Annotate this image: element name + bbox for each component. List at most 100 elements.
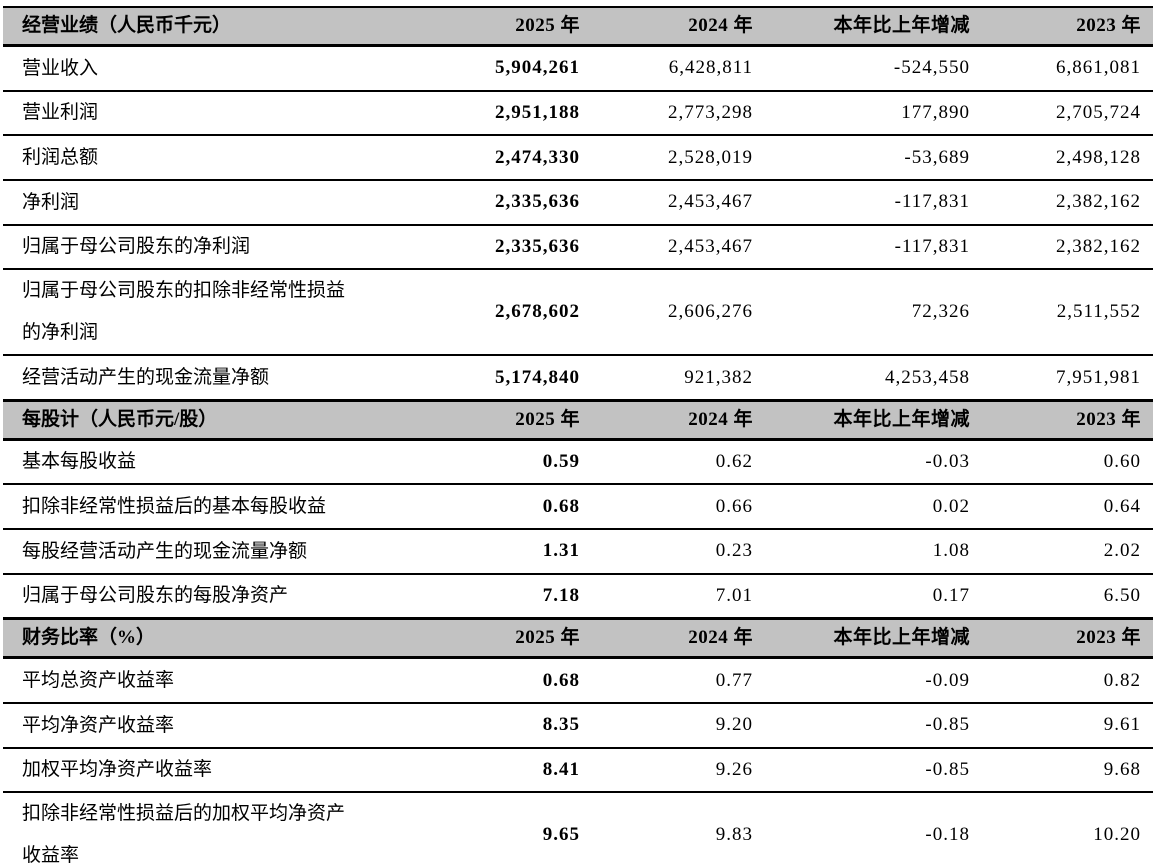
value-2024: 2,528,019	[580, 135, 763, 181]
value-2023: 2,498,128	[970, 135, 1153, 181]
section-header-financial-ratios: 财务比率（%） 2025 年 2024 年 本年比上年增减 2023 年	[3, 617, 1153, 660]
value-2025: 2,335,636	[440, 224, 580, 271]
value-change: 4,253,458	[763, 355, 970, 402]
column-header-change: 本年比上年增减	[763, 617, 970, 660]
column-header-2025: 2025 年	[440, 398, 580, 441]
value-2025: 0.68	[440, 657, 580, 705]
value-2023: 2,382,162	[970, 179, 1153, 226]
value-2023: 2,511,552	[970, 269, 1153, 357]
row-label: 扣除非经常性损益后的基本每股收益	[3, 484, 440, 531]
row-label: 营业利润	[3, 90, 440, 137]
value-2023: 0.64	[970, 484, 1153, 531]
value-2025: 2,335,636	[440, 179, 580, 226]
table-row-eps-excl-nonrecurring: 扣除非经常性损益后的基本每股收益 0.68 0.66 0.02 0.64	[3, 484, 1153, 531]
value-2025: 5,174,840	[440, 355, 580, 402]
row-label-text: 归属于母公司股东的净利润	[22, 236, 251, 258]
table-row-avg-return-on-equity: 平均净资产收益率 8.35 9.20 -0.85 9.61	[3, 703, 1153, 749]
section-title: 经营业绩（人民币千元）	[3, 6, 440, 47]
row-label-text: 净利润	[22, 191, 80, 213]
table-row-net-assets-per-share: 归属于母公司股东的每股净资产 7.18 7.01 0.17 6.50	[3, 573, 1153, 620]
column-header-2025: 2025 年	[440, 6, 580, 47]
section-title: 每股计（人民币元/股）	[3, 398, 440, 441]
value-2024: 2,773,298	[580, 90, 763, 137]
row-label-text: 归属于母公司股东的每股净资产	[22, 585, 289, 607]
row-label: 归属于母公司股东的扣除非经常性损益的净利润	[3, 269, 440, 357]
row-label: 利润总额	[3, 135, 440, 181]
value-2025: 0.68	[440, 484, 580, 531]
value-2024: 7.01	[580, 573, 763, 620]
row-label-text: 经营活动产生的现金流量净额	[22, 366, 270, 388]
value-change: -524,550	[763, 45, 970, 92]
value-2025: 1.31	[440, 529, 580, 575]
value-change: 177,890	[763, 90, 970, 137]
value-2024: 0.62	[580, 439, 763, 486]
value-change: 1.08	[763, 529, 970, 575]
value-change: -0.09	[763, 657, 970, 705]
value-2024: 9.20	[580, 703, 763, 749]
row-label: 平均净资产收益率	[3, 703, 440, 749]
table-row-total-profit: 利润总额 2,474,330 2,528,019 -53,689 2,498,1…	[3, 135, 1153, 181]
table-row-operating-profit: 营业利润 2,951,188 2,773,298 177,890 2,705,7…	[3, 90, 1153, 137]
table-row-basic-eps: 基本每股收益 0.59 0.62 -0.03 0.60	[3, 439, 1153, 486]
table-row-weighted-avg-roe-excl-nonrecurring: 扣除非经常性损益后的加权平均净资产收益率 9.65 9.83 -0.18 10.…	[3, 792, 1153, 866]
value-2024: 921,382	[580, 355, 763, 402]
table-row-weighted-avg-roe: 加权平均净资产收益率 8.41 9.26 -0.85 9.68	[3, 747, 1153, 794]
value-2025: 9.65	[440, 792, 580, 866]
row-label: 经营活动产生的现金流量净额	[3, 355, 440, 402]
column-header-2024: 2024 年	[580, 6, 763, 47]
value-change: 72,326	[763, 269, 970, 357]
value-change: -0.03	[763, 439, 970, 486]
row-label: 加权平均净资产收益率	[3, 747, 440, 794]
table-row-revenue: 营业收入 5,904,261 6,428,811 -524,550 6,861,…	[3, 45, 1153, 92]
value-change: -0.18	[763, 792, 970, 866]
column-header-2023: 2023 年	[970, 398, 1153, 441]
value-2024: 2,453,467	[580, 179, 763, 226]
table-row-net-profit-to-parent: 归属于母公司股东的净利润 2,335,636 2,453,467 -117,83…	[3, 224, 1153, 271]
column-header-2024: 2024 年	[580, 398, 763, 441]
row-label: 归属于母公司股东的每股净资产	[3, 573, 440, 620]
row-label: 归属于母公司股东的净利润	[3, 224, 440, 271]
value-2025: 8.41	[440, 747, 580, 794]
value-change: -0.85	[763, 703, 970, 749]
table-row-net-profit-excl-nonrecurring: 归属于母公司股东的扣除非经常性损益的净利润 2,678,602 2,606,27…	[3, 269, 1153, 357]
section-header-operating-results: 经营业绩（人民币千元） 2025 年 2024 年 本年比上年增减 2023 年	[3, 6, 1153, 47]
value-2024: 9.83	[580, 792, 763, 866]
value-change: 0.02	[763, 484, 970, 531]
row-label-text: 扣除非经常性损益后的基本每股收益	[22, 496, 327, 518]
column-header-change: 本年比上年增减	[763, 6, 970, 47]
financial-summary-table: 经营业绩（人民币千元） 2025 年 2024 年 本年比上年增减 2023 年…	[3, 6, 1153, 866]
row-label: 扣除非经常性损益后的加权平均净资产收益率	[3, 792, 440, 866]
row-label-text: 基本每股收益	[22, 451, 137, 473]
column-header-2025: 2025 年	[440, 617, 580, 660]
row-label-text: 扣除非经常性损益后的加权平均净资产收益率	[22, 803, 346, 866]
value-change: -117,831	[763, 224, 970, 271]
row-label-text: 利润总额	[22, 146, 99, 168]
value-change: -117,831	[763, 179, 970, 226]
table-row-cash-flow-per-share: 每股经营活动产生的现金流量净额 1.31 0.23 1.08 2.02	[3, 529, 1153, 575]
row-label: 每股经营活动产生的现金流量净额	[3, 529, 440, 575]
value-2023: 9.61	[970, 703, 1153, 749]
value-2023: 9.68	[970, 747, 1153, 794]
section-header-per-share: 每股计（人民币元/股） 2025 年 2024 年 本年比上年增减 2023 年	[3, 398, 1153, 441]
value-2025: 7.18	[440, 573, 580, 620]
section-title: 财务比率（%）	[3, 617, 440, 660]
column-header-2023: 2023 年	[970, 617, 1153, 660]
column-header-change: 本年比上年增减	[763, 398, 970, 441]
value-2025: 2,678,602	[440, 269, 580, 357]
row-label: 基本每股收益	[3, 439, 440, 486]
value-2023: 2.02	[970, 529, 1153, 575]
value-2025: 8.35	[440, 703, 580, 749]
row-label: 平均总资产收益率	[3, 657, 440, 705]
row-label-text: 归属于母公司股东的扣除非经常性损益的净利润	[22, 280, 346, 344]
value-change: 0.17	[763, 573, 970, 620]
value-2024: 9.26	[580, 747, 763, 794]
value-2023: 0.82	[970, 657, 1153, 705]
value-2025: 2,951,188	[440, 90, 580, 137]
row-label-text: 营业利润	[22, 102, 99, 124]
row-label: 营业收入	[3, 45, 440, 92]
row-label-text: 每股经营活动产生的现金流量净额	[22, 540, 308, 562]
value-2023: 6,861,081	[970, 45, 1153, 92]
value-2025: 5,904,261	[440, 45, 580, 92]
table-row-operating-cash-flow: 经营活动产生的现金流量净额 5,174,840 921,382 4,253,45…	[3, 355, 1153, 402]
